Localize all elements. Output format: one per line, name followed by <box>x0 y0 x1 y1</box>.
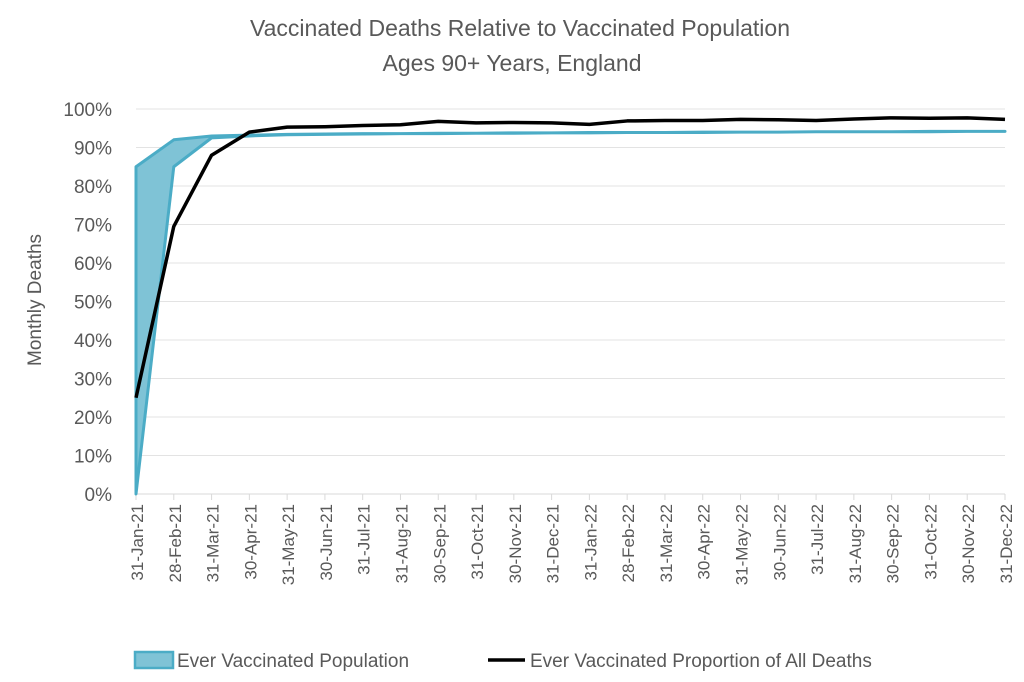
x-tick-label: 30-Sep-21 <box>430 504 449 583</box>
x-tick-label: 31-Dec-22 <box>997 504 1016 583</box>
x-tick-label: 31-Jul-22 <box>808 504 827 575</box>
x-tick-label: 31-Oct-21 <box>468 504 487 580</box>
chart-subtitle: Ages 90+ Years, England <box>383 50 642 76</box>
legend-swatch-population <box>133 650 175 670</box>
x-tick-label: 31-Jan-22 <box>581 504 600 581</box>
x-tick-label: 30-Jun-22 <box>770 504 789 581</box>
x-tick-label: 30-Jun-21 <box>317 504 336 581</box>
y-tick-label: 10% <box>74 447 112 468</box>
y-tick-label: 100% <box>63 100 112 121</box>
x-tick-label: 31-Aug-22 <box>846 504 865 583</box>
x-tick-label: 31-Aug-21 <box>392 504 411 583</box>
x-tick-label: 30-Sep-22 <box>884 504 903 583</box>
x-tick-label: 30-Apr-22 <box>695 504 714 580</box>
y-tick-label: 20% <box>74 408 112 429</box>
y-tick-label: 30% <box>74 370 112 391</box>
x-tick-label: 31-Jul-21 <box>355 504 374 575</box>
x-tick-label: 31-Dec-21 <box>544 504 563 583</box>
x-tick-label: 31-Oct-22 <box>921 504 940 580</box>
x-tick-label: 31-Jan-21 <box>128 504 147 581</box>
chart-title: Vaccinated Deaths Relative to Vaccinated… <box>250 15 790 41</box>
x-tick-label: 31-Mar-21 <box>204 504 223 582</box>
y-tick-label: 0% <box>85 485 113 506</box>
y-axis-label: Monthly Deaths <box>25 234 46 366</box>
x-tick-label: 31-May-22 <box>733 504 752 585</box>
y-tick-label: 60% <box>74 254 112 275</box>
population-band <box>134 129 1007 496</box>
y-tick-label: 40% <box>74 331 112 352</box>
y-tick-label: 80% <box>74 177 112 198</box>
x-tick-label: 30-Apr-21 <box>241 504 260 580</box>
x-tick-label: 28-Feb-22 <box>619 504 638 582</box>
legend-label-deaths: Ever Vaccinated Proportion of All Deaths <box>530 651 872 672</box>
legend: Ever Vaccinated Population Ever Vaccinat… <box>133 650 872 672</box>
legend-label-population: Ever Vaccinated Population <box>177 651 409 672</box>
x-tick-label: 28-Feb-21 <box>166 504 185 582</box>
y-tick-label: 50% <box>74 293 112 314</box>
x-tick-label: 31-May-21 <box>279 504 298 585</box>
deaths-proportion-line <box>134 116 1006 399</box>
x-tick-label: 30-Nov-22 <box>959 504 978 583</box>
x-tick-label: 30-Nov-21 <box>506 504 525 583</box>
y-tick-label: 90% <box>74 139 112 160</box>
y-tick-label: 70% <box>74 216 112 237</box>
x-tick-label: 31-Mar-22 <box>657 504 676 582</box>
